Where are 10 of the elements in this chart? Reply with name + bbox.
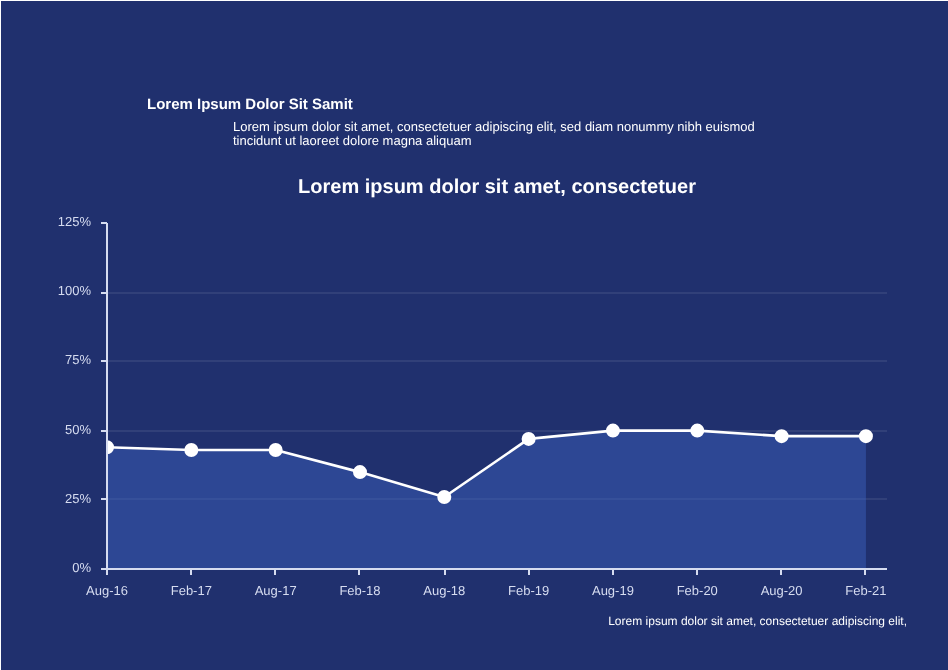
chart-title: Lorem ipsum dolor sit amet, consectetuer [298, 177, 697, 199]
point [690, 423, 705, 438]
point [521, 431, 536, 446]
point [268, 442, 283, 457]
point [352, 465, 367, 480]
point [184, 442, 199, 457]
point [605, 423, 620, 438]
point [774, 429, 789, 444]
point [437, 490, 452, 505]
point [858, 429, 873, 444]
